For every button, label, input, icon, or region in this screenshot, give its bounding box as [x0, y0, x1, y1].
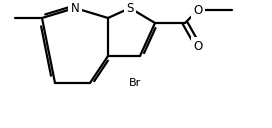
- Text: Br: Br: [129, 78, 141, 88]
- Text: N: N: [71, 2, 79, 14]
- Text: O: O: [193, 40, 203, 52]
- Text: S: S: [126, 2, 134, 14]
- Text: O: O: [193, 3, 203, 17]
